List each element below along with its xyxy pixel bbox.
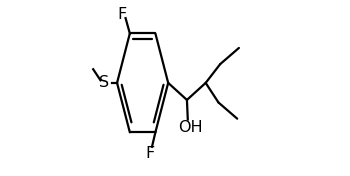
Text: OH: OH (178, 120, 203, 135)
Text: F: F (118, 7, 127, 22)
Text: S: S (99, 75, 109, 90)
Text: F: F (146, 146, 155, 161)
